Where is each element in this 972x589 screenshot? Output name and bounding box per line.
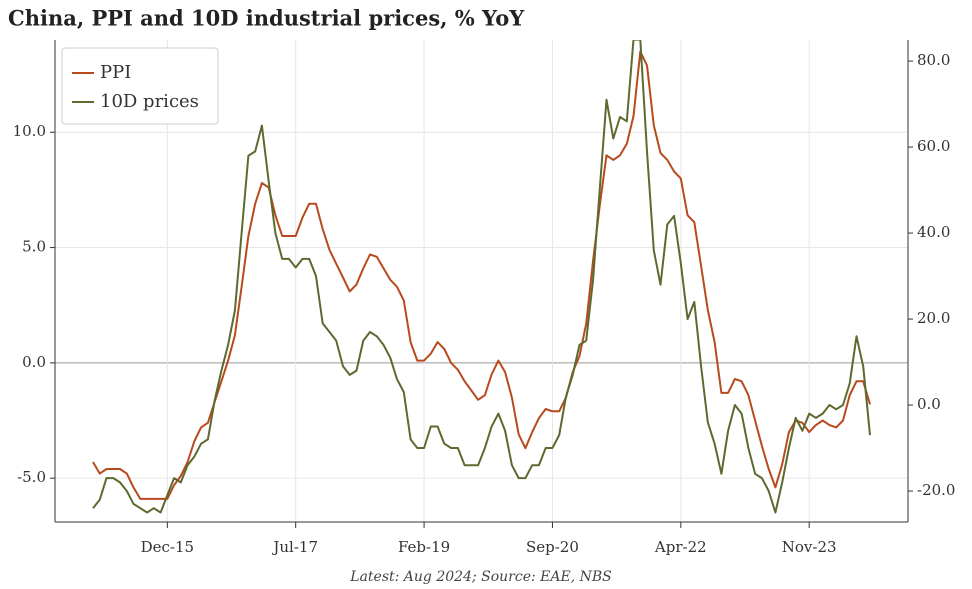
y-tick-label: -5.0 — [17, 468, 46, 486]
y2-tick-label: -20.0 — [917, 481, 955, 499]
legend-label: PPI — [100, 62, 131, 83]
x-tick-label: Jul-17 — [271, 538, 318, 556]
axes: -5.0 0.0 5.0 10.0 -20.0 0.0 20.0 40.0 60.0 80.0 De… — [13, 40, 955, 556]
chart-title: China, PPI and 10D industrial prices, % … — [8, 6, 525, 31]
footnote: Latest: Aug 2024; Source: EAE, NBS — [349, 569, 611, 585]
y2-tick-label: 80.0 — [917, 51, 950, 69]
legend-label: 10D prices — [100, 91, 199, 112]
y-tick-label: 0.0 — [22, 353, 46, 371]
y-tick-label: 10.0 — [13, 122, 46, 140]
series-line — [92, 40, 871, 514]
series-line — [92, 50, 871, 500]
legend-box — [61, 47, 219, 125]
x-tick-label: Feb-19 — [398, 538, 450, 556]
y-tick-label: 5.0 — [22, 238, 46, 256]
x-tick-label: Sep-20 — [526, 538, 579, 556]
grid — [55, 40, 908, 522]
x-tick-label: Apr-22 — [654, 538, 707, 556]
y2-tick-label: 60.0 — [917, 137, 950, 155]
y2-tick-label: 0.0 — [917, 395, 941, 413]
x-tick-label: Nov-23 — [782, 538, 837, 556]
x-tick-label: Dec-15 — [141, 538, 194, 556]
y2-tick-label: 40.0 — [917, 223, 950, 241]
plot-lines — [92, 40, 871, 514]
y2-tick-label: 20.0 — [917, 309, 950, 327]
